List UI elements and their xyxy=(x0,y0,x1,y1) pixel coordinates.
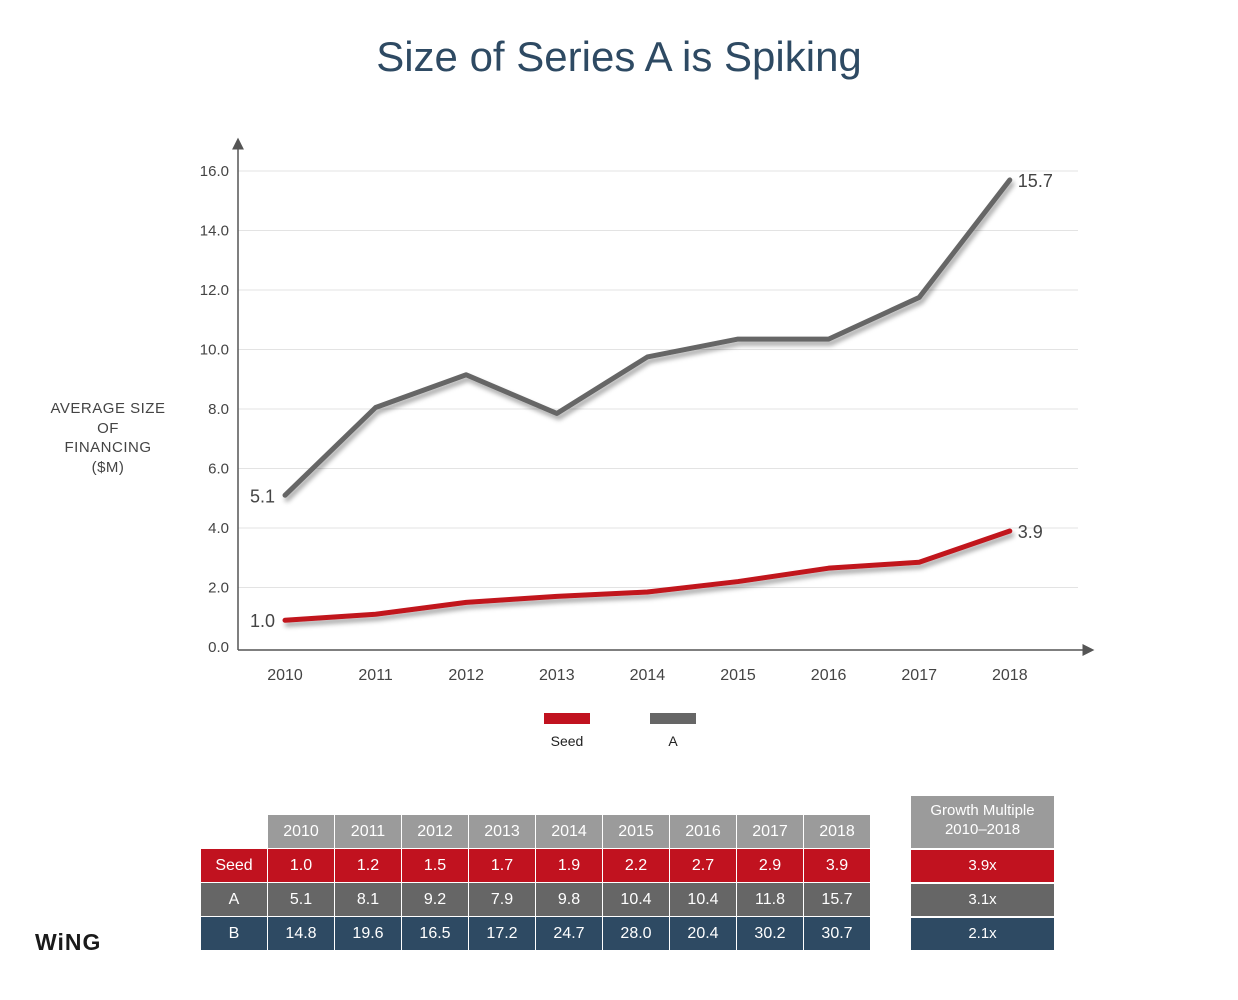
table-cell: 10.4 xyxy=(669,882,737,917)
table-cell: 10.4 xyxy=(602,882,670,917)
table-cell: 1.7 xyxy=(468,848,536,883)
x-tick-label: 2013 xyxy=(539,667,575,684)
table-cell: 17.2 xyxy=(468,916,536,951)
x-tick-label: 2011 xyxy=(358,667,393,684)
series-line-seed xyxy=(282,528,1013,623)
y-tick-label: 4.0 xyxy=(208,520,229,537)
table-corner xyxy=(201,815,268,849)
data-table: 2010 2011 2012 2013 2014 2015 2016 2017 … xyxy=(200,814,871,951)
y-tick-label: 8.0 xyxy=(208,401,229,418)
y-tick-label: 12.0 xyxy=(200,282,229,299)
table-cell: 15.7 xyxy=(803,882,871,917)
data-label-end-seed: 3.9 xyxy=(1018,522,1043,542)
y-tick-label: 16.0 xyxy=(200,163,229,180)
table-row-b: B 14.8 19.6 16.5 17.2 24.7 28.0 20.4 30.… xyxy=(200,916,871,951)
table-cell: 1.5 xyxy=(401,848,469,883)
x-tick-label: 2010 xyxy=(267,667,303,684)
table-year-header: 2016 xyxy=(669,814,737,849)
x-tick-label: 2014 xyxy=(630,667,666,684)
table-year-header: 2018 xyxy=(803,814,871,849)
data-label-end-a: 15.7 xyxy=(1018,171,1053,191)
data-label-start-a: 5.1 xyxy=(250,486,275,506)
table-cell: 20.4 xyxy=(669,916,737,951)
growth-multiple-seed: 3.9x xyxy=(911,850,1054,882)
series-line-a xyxy=(282,177,1013,498)
table-cell: 28.0 xyxy=(602,916,670,951)
table-row-label: Seed xyxy=(200,848,268,883)
y-tick-label: 0.0 xyxy=(208,639,229,656)
table-cell: 2.7 xyxy=(669,848,737,883)
table-row-label: A xyxy=(200,882,268,917)
growth-multiple-table: Growth Multiple 2010–2018 3.9x 3.1x 2.1x xyxy=(911,796,1054,952)
table-year-header: 2014 xyxy=(535,814,603,849)
table-row-a: A 5.1 8.1 9.2 7.9 9.8 10.4 10.4 11.8 15.… xyxy=(200,882,871,917)
table-cell: 2.2 xyxy=(602,848,670,883)
y-tick-labels: 0.0 2.0 4.0 6.0 8.0 10.0 12.0 14.0 16.0 xyxy=(200,163,229,656)
table-cell: 1.9 xyxy=(535,848,603,883)
table-cell: 5.1 xyxy=(267,882,335,917)
table-cell: 16.5 xyxy=(401,916,469,951)
x-tick-label: 2015 xyxy=(720,667,756,684)
x-tick-labels: 2010 2011 2012 2013 2014 2015 2016 2017 2018 xyxy=(267,667,1027,684)
table-cell: 11.8 xyxy=(736,882,804,917)
table-cell: 7.9 xyxy=(468,882,536,917)
table-year-header: 2013 xyxy=(468,814,536,849)
table-year-header: 2017 xyxy=(736,814,804,849)
table-cell: 30.2 xyxy=(736,916,804,951)
y-tick-label: 6.0 xyxy=(208,461,229,478)
legend-item-a: A xyxy=(642,713,704,749)
table-header-row: 2010 2011 2012 2013 2014 2015 2016 2017 … xyxy=(201,814,871,849)
growth-multiple-b: 2.1x xyxy=(911,918,1054,950)
x-tick-label: 2016 xyxy=(811,667,847,684)
legend-swatch-a xyxy=(650,713,696,724)
y-axis-label: AVERAGE SIZE OF FINANCING ($M) xyxy=(50,400,166,476)
table-cell: 1.2 xyxy=(334,848,402,883)
legend-label-a: A xyxy=(668,733,678,749)
table-cell: 2.9 xyxy=(736,848,804,883)
y-tick-label: 10.0 xyxy=(200,342,229,359)
growth-multiple-header: Growth Multiple 2010–2018 xyxy=(911,796,1054,848)
chart-title: Size of Series A is Spiking xyxy=(376,33,862,80)
x-tick-label: 2017 xyxy=(901,667,937,684)
table-cell: 3.9 xyxy=(803,848,871,883)
growth-multiple-a: 3.1x xyxy=(911,884,1054,916)
data-labels: 1.0 3.9 5.1 15.7 xyxy=(250,171,1053,631)
data-label-start-seed: 1.0 xyxy=(250,611,275,631)
series-lines xyxy=(282,177,1013,623)
table-year-header: 2012 xyxy=(401,814,469,849)
table-year-header: 2015 xyxy=(602,814,670,849)
y-tick-label: 2.0 xyxy=(208,580,229,597)
table-row-seed: Seed 1.0 1.2 1.5 1.7 1.9 2.2 2.7 2.9 3.9 xyxy=(200,848,871,883)
table-cell: 19.6 xyxy=(334,916,402,951)
x-tick-label: 2018 xyxy=(992,667,1028,684)
wing-logo: WiNG xyxy=(35,929,102,955)
table-cell: 14.8 xyxy=(267,916,335,951)
table-cell: 9.8 xyxy=(535,882,603,917)
line-chart: 0.0 2.0 4.0 6.0 8.0 10.0 12.0 14.0 16.0 2010 2011… xyxy=(200,137,1095,684)
table-cell: 9.2 xyxy=(401,882,469,917)
table-cell: 1.0 xyxy=(267,848,335,883)
table-cell: 30.7 xyxy=(803,916,871,951)
legend-swatch-seed xyxy=(544,713,590,724)
table-cell: 8.1 xyxy=(334,882,402,917)
grid-lines xyxy=(238,170,1078,588)
legend-label-seed: Seed xyxy=(550,733,584,749)
table-row-label: B xyxy=(200,916,268,951)
table-year-header: 2010 xyxy=(267,814,335,849)
table-cell: 24.7 xyxy=(535,916,603,951)
y-tick-label: 14.0 xyxy=(200,223,229,240)
table-year-header: 2011 xyxy=(334,814,402,849)
x-tick-label: 2012 xyxy=(448,667,484,684)
legend-item-seed: Seed xyxy=(536,713,598,749)
